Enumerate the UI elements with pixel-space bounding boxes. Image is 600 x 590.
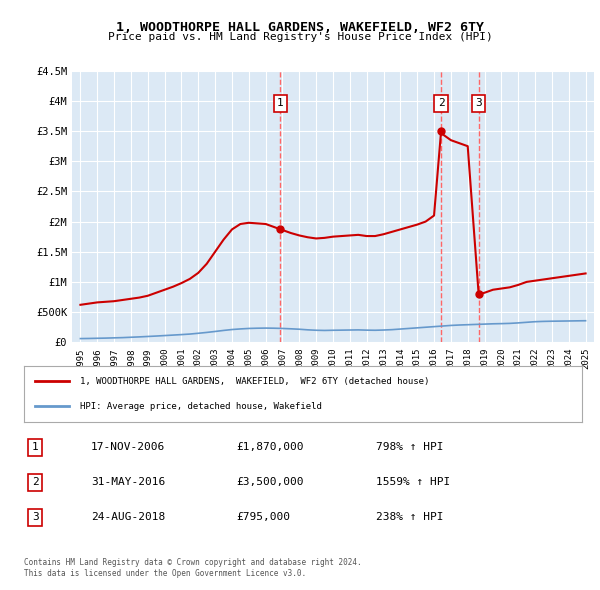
Text: HPI: Average price, detached house, Wakefield: HPI: Average price, detached house, Wake… bbox=[80, 402, 322, 411]
Text: 1, WOODTHORPE HALL GARDENS,  WAKEFIELD,  WF2 6TY (detached house): 1, WOODTHORPE HALL GARDENS, WAKEFIELD, W… bbox=[80, 377, 429, 386]
Text: This data is licensed under the Open Government Licence v3.0.: This data is licensed under the Open Gov… bbox=[24, 569, 306, 578]
Text: £3,500,000: £3,500,000 bbox=[236, 477, 304, 487]
Text: Price paid vs. HM Land Registry's House Price Index (HPI): Price paid vs. HM Land Registry's House … bbox=[107, 32, 493, 42]
Text: 3: 3 bbox=[32, 512, 38, 522]
Text: 1: 1 bbox=[32, 442, 38, 453]
Text: 3: 3 bbox=[475, 99, 482, 109]
Text: 238% ↑ HPI: 238% ↑ HPI bbox=[376, 512, 443, 522]
Text: 1: 1 bbox=[277, 99, 284, 109]
Text: 24-AUG-2018: 24-AUG-2018 bbox=[91, 512, 165, 522]
Text: 2: 2 bbox=[438, 99, 445, 109]
Text: 1, WOODTHORPE HALL GARDENS, WAKEFIELD, WF2 6TY: 1, WOODTHORPE HALL GARDENS, WAKEFIELD, W… bbox=[116, 21, 484, 34]
Text: 17-NOV-2006: 17-NOV-2006 bbox=[91, 442, 165, 453]
Text: 2: 2 bbox=[32, 477, 38, 487]
Text: 1559% ↑ HPI: 1559% ↑ HPI bbox=[376, 477, 450, 487]
Text: 798% ↑ HPI: 798% ↑ HPI bbox=[376, 442, 443, 453]
Text: 31-MAY-2016: 31-MAY-2016 bbox=[91, 477, 165, 487]
Text: £1,870,000: £1,870,000 bbox=[236, 442, 304, 453]
Text: £795,000: £795,000 bbox=[236, 512, 290, 522]
Text: Contains HM Land Registry data © Crown copyright and database right 2024.: Contains HM Land Registry data © Crown c… bbox=[24, 558, 362, 566]
